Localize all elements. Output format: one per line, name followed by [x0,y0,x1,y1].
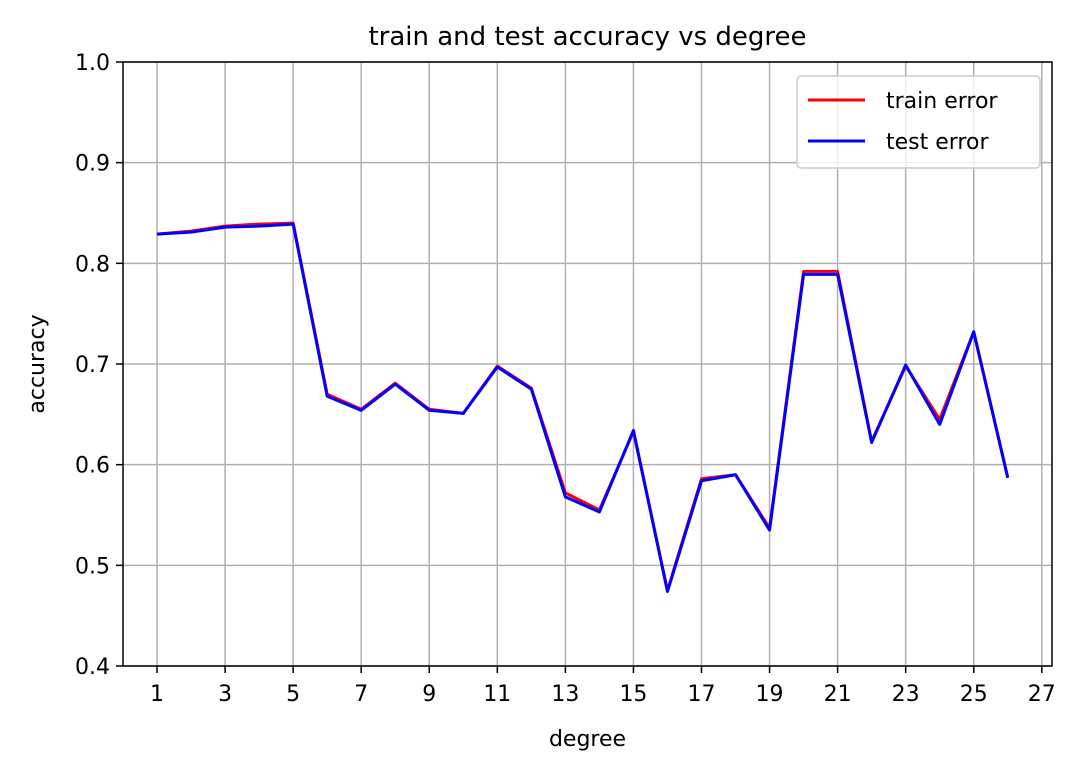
chart-title: train and test accuracy vs degree [368,22,806,52]
x-tick-label: 7 [354,682,368,707]
y-tick-label: 0.4 [75,655,110,680]
x-tick-label: 19 [756,682,784,707]
y-axis-label: accuracy [25,314,50,413]
legend-label-train: train error [886,89,998,114]
series-line-train [156,221,1010,592]
y-tick-label: 0.8 [75,252,110,277]
series-lines [156,221,1010,594]
x-tick-label: 5 [286,682,300,707]
y-tick-label: 1.0 [75,51,110,76]
series-line-test [156,222,1010,594]
axis-ticks: 1 3 5 7 9 11 13 15 17 19 21 23 25 270.40.50.60.70.80.… [75,51,1056,707]
x-tick-label: 23 [892,682,920,707]
x-tick-label: 21 [824,682,852,707]
y-tick-label: 0.7 [75,353,110,378]
x-tick-label: 17 [687,682,715,707]
y-tick-label: 0.6 [75,454,110,479]
x-tick-label: 27 [1028,682,1056,707]
y-tick-label: 0.9 [75,152,110,177]
legend: train error test error [796,75,1041,169]
x-tick-label: 13 [551,682,579,707]
x-tick-label: 15 [619,682,647,707]
legend-label-test: test error [886,130,989,155]
x-tick-label: 25 [960,682,988,707]
x-tick-label: 9 [422,682,436,707]
y-tick-label: 0.5 [75,554,110,579]
x-axis-label: degree [549,727,626,752]
x-tick-label: 1 [150,682,164,707]
x-tick-label: 3 [218,682,232,707]
x-tick-label: 11 [483,682,511,707]
